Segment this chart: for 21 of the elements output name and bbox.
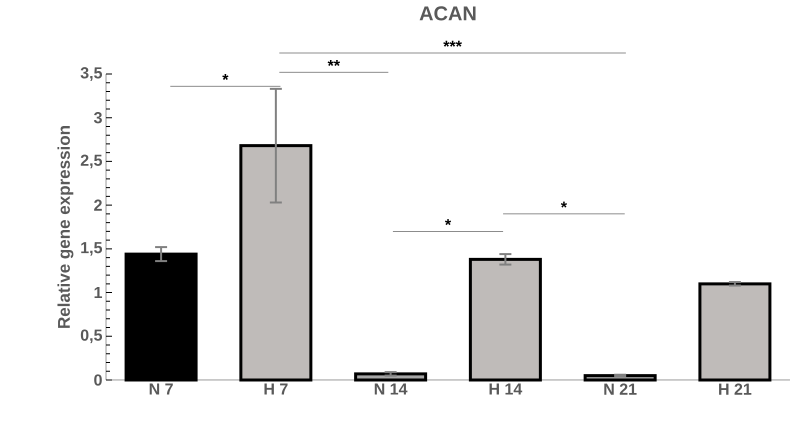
x-tick-label: H 21: [719, 384, 752, 395]
y-axis-title: Relative gene expression: [57, 126, 74, 328]
annotation: *: [222, 74, 228, 80]
text: ***: [443, 40, 462, 47]
y-tick-label: 0,5: [80, 329, 102, 344]
y-tick-label: 1: [94, 287, 102, 298]
x-tick-label: N 7: [150, 384, 173, 395]
x-tick-label: N 21: [604, 384, 637, 395]
x-tick-label: H 14: [490, 384, 522, 395]
text: **: [328, 60, 340, 66]
y-tick-label: 0: [94, 374, 102, 386]
chart-title: ACAN: [420, 6, 476, 20]
annotation: *: [444, 219, 452, 226]
y-tick-label: 3: [94, 112, 102, 124]
y-tick-label: 1,5: [81, 242, 102, 256]
x-tick-label: H 7: [264, 384, 288, 395]
y-tick-label: 2: [94, 200, 102, 211]
x-tick-label: N 14: [374, 384, 408, 395]
y-tick-label: 3,5: [80, 67, 102, 81]
y-tick-label: 2,5: [80, 154, 102, 168]
annotation: *: [560, 202, 568, 208]
